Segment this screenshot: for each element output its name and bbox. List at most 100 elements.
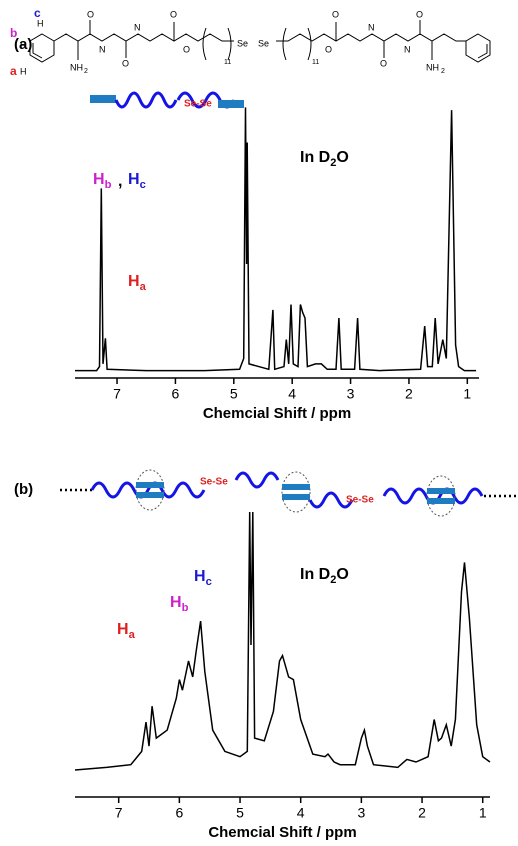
cartoon-b xyxy=(60,469,516,517)
atom-label: 2 xyxy=(441,68,445,75)
atom-label: O xyxy=(183,44,190,54)
chain-wave xyxy=(90,481,206,499)
atom-label: H xyxy=(20,66,27,76)
peak-label-sub: c xyxy=(140,179,146,191)
peak-label-sub: a xyxy=(129,629,136,641)
atom-label: 11 xyxy=(224,59,231,66)
x-tick-label: 5 xyxy=(236,805,244,821)
atom-label: H xyxy=(20,40,27,50)
ring-bar xyxy=(282,494,310,500)
peak-label-sub: c xyxy=(206,576,212,588)
chain xyxy=(276,33,466,42)
molecule xyxy=(29,20,491,63)
atom-label: N xyxy=(134,22,141,32)
solvent-sub: 2 xyxy=(330,574,336,586)
peak-label: Ha xyxy=(117,621,136,641)
solvent-label: In D2O xyxy=(300,149,349,169)
solvent-tail: O xyxy=(336,149,348,166)
peak-label: Ha xyxy=(128,273,147,293)
atom-label: O xyxy=(332,9,339,19)
spectrum-line xyxy=(75,107,477,372)
atom-label: Se xyxy=(237,38,248,48)
x-tick-label: 7 xyxy=(113,386,121,402)
x-axis-label: Chemcial Shift / ppm xyxy=(203,405,351,422)
ring-bar xyxy=(427,488,455,494)
benzene-ring xyxy=(465,33,491,63)
ring-bar xyxy=(282,484,310,490)
peak-label-text: H xyxy=(128,171,140,188)
peak-label-sub: b xyxy=(182,602,189,614)
ring-bar xyxy=(136,482,164,488)
peak-label: Hc xyxy=(194,568,212,588)
ring-bar xyxy=(427,498,455,504)
solvent-tail: O xyxy=(336,566,348,583)
site-label: b xyxy=(10,26,17,40)
spectrum-panel: (b) Se-Se Se-Se 7 6 5 4 3 2 1 Chemcial Shift / ppm… xyxy=(14,477,491,841)
x-tick-label: 1 xyxy=(463,386,471,402)
cartoon-a xyxy=(90,91,244,109)
x-tick-label: 6 xyxy=(172,386,180,402)
solvent-text: In D xyxy=(300,566,330,583)
ring-bar xyxy=(136,492,164,498)
chain xyxy=(53,33,234,42)
spectrum-line xyxy=(74,511,491,771)
peak-label: Hb xyxy=(170,594,189,614)
atom-label: H xyxy=(37,18,44,28)
bracket xyxy=(202,27,312,61)
atom-label: N xyxy=(404,44,411,54)
x-tick-label: 3 xyxy=(347,386,355,402)
peak-label-text: H xyxy=(194,568,206,585)
aromatic-bond xyxy=(32,43,43,59)
solvent-sub: 2 xyxy=(330,157,336,169)
chain-wave xyxy=(308,491,354,509)
site-label: a xyxy=(10,64,17,78)
peak-label-text: H xyxy=(128,273,140,290)
atom-label: O xyxy=(325,44,332,54)
atom-label: N xyxy=(368,22,375,32)
macrocycle xyxy=(426,475,456,517)
stopper xyxy=(90,95,116,103)
peak-label-text: H xyxy=(170,594,182,611)
atom-label: O xyxy=(87,9,94,19)
label-separator: , xyxy=(118,173,122,190)
macrocycle xyxy=(281,471,311,513)
x-tick-label: 6 xyxy=(175,805,183,821)
atom-label: NH xyxy=(70,62,83,72)
peak-label-sub: a xyxy=(140,281,147,293)
atom-label: O xyxy=(416,9,423,19)
cartoon-label: Se-Se xyxy=(184,99,212,110)
panel-label: (b) xyxy=(14,481,33,498)
peak-label: Hb xyxy=(93,171,112,191)
atom-label: NH xyxy=(426,62,439,72)
aromatic-bond xyxy=(477,44,488,59)
chain-wave xyxy=(114,91,178,109)
peak-label: Hc xyxy=(128,171,146,191)
atom-label: 2 xyxy=(84,68,88,75)
atom-label: O xyxy=(170,9,177,19)
x-tick-label: 1 xyxy=(479,805,487,821)
x-tick-label: 4 xyxy=(297,805,305,821)
site-label: c xyxy=(34,6,41,20)
x-tick-label: 5 xyxy=(230,386,238,402)
peak-label-text: H xyxy=(117,621,129,638)
atom-label: Se xyxy=(258,38,269,48)
cartoon-label: Se-Se xyxy=(346,495,374,506)
x-axis-label: Chemcial Shift / ppm xyxy=(208,824,356,841)
solvent-label: In D2O xyxy=(300,566,349,586)
macrocycle xyxy=(135,469,165,511)
x-tick-label: 2 xyxy=(405,386,413,402)
atom-label: O xyxy=(380,58,387,68)
peak-label-sub: b xyxy=(105,179,112,191)
panel-label: (a) xyxy=(14,36,32,53)
x-tick-label: 3 xyxy=(357,805,365,821)
atom-label: O xyxy=(122,58,129,68)
atom-label: N xyxy=(99,44,106,54)
cartoon-label: Se-Se xyxy=(200,477,228,488)
x-tick-label: 7 xyxy=(115,805,123,821)
stopper xyxy=(218,100,244,108)
chain-wave xyxy=(234,471,280,489)
